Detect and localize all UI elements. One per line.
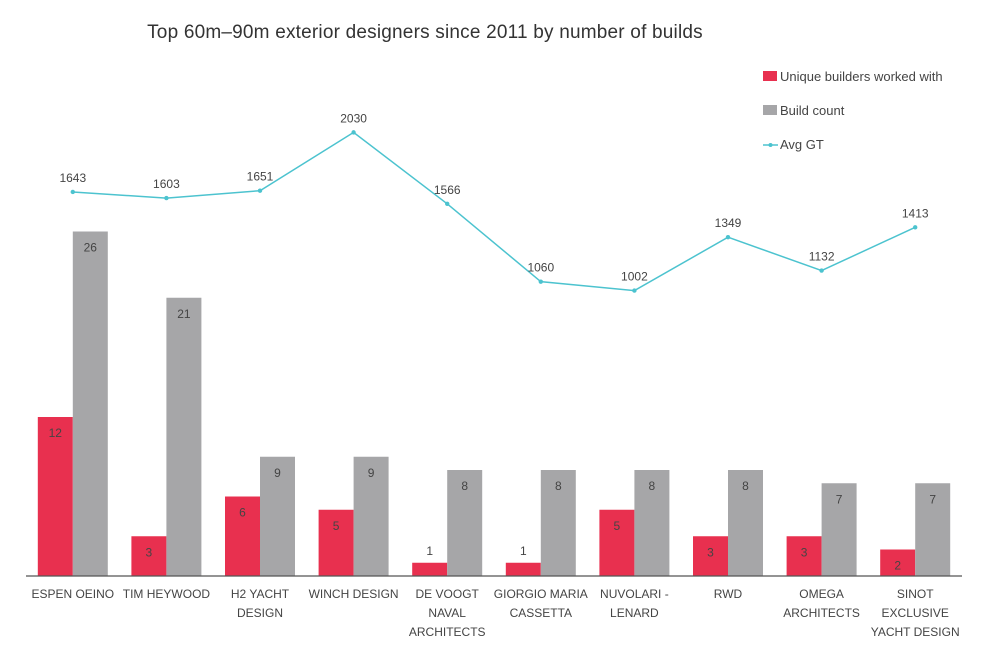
category-labels-group: ESPEN OEINO TIM HEYWOOD H2 YACHT DESIGN WINC… xyxy=(31,587,959,639)
bar-label-unique-builders: 3 xyxy=(146,545,153,559)
bar-unique-builders xyxy=(880,549,916,576)
legend-swatch-unique-builders xyxy=(763,71,777,81)
avg-gt-label: 1566 xyxy=(434,183,461,197)
bar-label-unique-builders: 5 xyxy=(333,519,340,533)
avg-gt-label: 1413 xyxy=(902,206,929,220)
bar-unique-builders xyxy=(505,562,541,576)
avg-gt-label: 1060 xyxy=(527,261,554,275)
bar-label-unique-builders: 3 xyxy=(707,545,714,559)
bar-label-unique-builders: 5 xyxy=(614,519,621,533)
avg-gt-line xyxy=(72,131,916,292)
bar-build-count xyxy=(260,456,295,576)
avg-gt-label: 1349 xyxy=(715,216,742,230)
bars-group: 12 26 3 21 6 9 5 9 1 8 1 8 5 8 3 8 3 7 2 7 xyxy=(37,231,951,576)
bar-unique-builders xyxy=(693,536,728,576)
bar-build-count xyxy=(540,470,576,576)
chart-title: Top 60m–90m exterior designers since 201… xyxy=(147,22,703,43)
legend-label-build-count: Build count xyxy=(780,103,845,118)
legend-item-unique-builders: Unique builders worked with xyxy=(763,69,943,84)
legend-item-avg-gt: Avg GT xyxy=(763,137,824,152)
bar-label-build-count: 9 xyxy=(274,466,281,480)
bar-unique-builders xyxy=(412,562,448,576)
bar-build-count xyxy=(353,456,389,576)
bar-build-count xyxy=(447,470,483,576)
avg-gt-point xyxy=(819,268,824,273)
legend: Unique builders worked with Build count … xyxy=(763,69,943,152)
avg-gt-point xyxy=(70,189,76,195)
avg-gt-point xyxy=(351,130,356,135)
category-label: ESPEN OEINO xyxy=(31,587,114,601)
bar-label-unique-builders: 12 xyxy=(49,426,63,440)
bar-build-count xyxy=(166,297,202,576)
bar-label-build-count: 8 xyxy=(649,479,656,493)
avg-gt-line-group: 1643 1603 1651 2030 1566 1060 1002 1349 1132 1413 xyxy=(59,111,929,293)
bar-build-count xyxy=(634,470,670,576)
bar-label-unique-builders: 6 xyxy=(239,506,246,520)
bar-build-count xyxy=(821,483,857,576)
bar-label-build-count: 26 xyxy=(84,241,98,255)
bar-label-build-count: 8 xyxy=(461,479,468,493)
category-label: H2 YACHT DESIGN xyxy=(231,587,290,620)
avg-gt-label: 1651 xyxy=(247,170,274,184)
bar-label-unique-builders: 1 xyxy=(520,544,527,558)
bar-unique-builders xyxy=(318,509,354,576)
avg-gt-point xyxy=(725,234,731,240)
legend-label-avg-gt: Avg GT xyxy=(780,137,824,152)
category-label: TIM HEYWOOD xyxy=(123,587,211,601)
bar-build-count xyxy=(728,470,763,576)
legend-label-unique-builders: Unique builders worked with xyxy=(780,69,943,84)
bar-label-build-count: 8 xyxy=(555,479,562,493)
bar-label-unique-builders: 3 xyxy=(801,545,808,559)
bar-label-build-count: 8 xyxy=(742,479,749,493)
legend-marker-avg-gt xyxy=(768,143,773,147)
avg-gt-point xyxy=(257,188,263,193)
bar-label-unique-builders: 1 xyxy=(426,544,433,558)
bar-unique-builders xyxy=(786,536,822,576)
avg-gt-label: 1002 xyxy=(621,270,648,284)
bar-unique-builders xyxy=(599,509,635,576)
category-label: OMEGA ARCHITECTS xyxy=(783,587,860,620)
avg-gt-point xyxy=(632,288,637,293)
category-label: DE VOOGT NAVAL ARCHITECTS xyxy=(409,587,486,639)
avg-gt-label: 1603 xyxy=(153,177,180,191)
bar-build-count xyxy=(915,483,951,576)
bar-unique-builders xyxy=(37,417,73,576)
avg-gt-label: 2030 xyxy=(340,111,367,125)
bar-unique-builders xyxy=(131,536,167,576)
category-label: NUVOLARI -LENARD xyxy=(600,587,669,620)
category-label: SINOT EXCLUSIVE YACHT DESIGN xyxy=(871,587,960,639)
bar-label-build-count: 9 xyxy=(368,466,375,480)
bar-label-build-count: 7 xyxy=(836,492,843,506)
bar-label-unique-builders: 2 xyxy=(894,559,901,573)
bar-label-build-count: 7 xyxy=(929,492,936,506)
avg-gt-label: 1643 xyxy=(59,171,86,185)
avg-gt-label: 1132 xyxy=(809,250,835,264)
bar-build-count xyxy=(72,231,108,576)
category-label: WINCH DESIGN xyxy=(309,587,399,601)
avg-gt-point xyxy=(538,279,543,284)
bar-label-build-count: 21 xyxy=(177,307,191,321)
avg-gt-point xyxy=(164,195,169,201)
avg-gt-point xyxy=(913,225,918,230)
bar-unique-builders xyxy=(225,496,260,576)
legend-item-build-count: Build count xyxy=(763,103,845,118)
category-label: RWD xyxy=(714,587,743,601)
legend-swatch-build-count xyxy=(763,105,777,115)
avg-gt-point xyxy=(445,201,450,206)
category-label: GIORGIO MARIA CASSETTA xyxy=(494,587,588,620)
